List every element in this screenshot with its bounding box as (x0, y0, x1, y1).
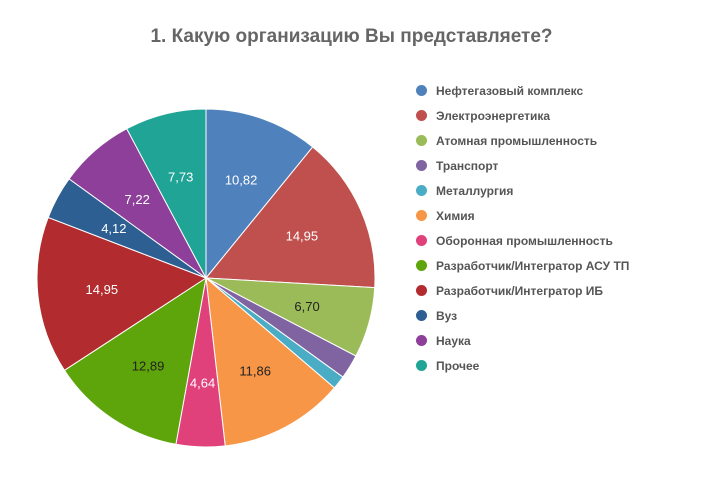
legend-label: Транспорт (436, 158, 499, 173)
legend-label: Прочее (436, 358, 480, 373)
legend-label: Нефтегазовый комплекс (436, 83, 584, 98)
slice-label: 6,70 (294, 299, 319, 314)
pie-slice (205, 276, 336, 447)
slice-label: 12,89 (132, 358, 165, 373)
legend-item: Транспорт (416, 153, 629, 178)
legend-item: Металлургия (416, 178, 629, 203)
pie-slice (204, 146, 376, 289)
legend-swatch-icon (416, 185, 427, 196)
legend-label: Оборонная промышленность (436, 233, 613, 248)
legend-item: Химия (416, 203, 629, 228)
pie-slice (126, 108, 207, 279)
slice-label: 11,86 (239, 364, 271, 379)
slice-label: 7,73 (168, 169, 193, 184)
legend-swatch-icon (416, 310, 427, 321)
legend-swatch-icon (416, 285, 427, 296)
pie-slice (36, 216, 208, 371)
slice-label: 14,95 (286, 229, 319, 244)
legend-item: Вуз (416, 303, 629, 328)
legend-swatch-icon (416, 235, 427, 246)
pie-slice (205, 108, 314, 280)
slice-label: 4,12 (101, 221, 126, 236)
legend-label: Разработчик/Интегратор АСУ ТП (436, 258, 630, 273)
chart-title: 1. Какую организацию Вы представляете? (150, 26, 553, 47)
legend-label: Разработчик/Интегратор ИБ (436, 283, 604, 298)
legend-item: Электроэнергетика (416, 103, 629, 128)
legend-item: Нефтегазовый комплекс (416, 78, 629, 103)
legend-label: Металлургия (436, 183, 514, 198)
legend-item: Прочее (416, 353, 629, 378)
legend-swatch-icon (416, 135, 427, 146)
legend-item: Атомная промышленность (416, 128, 629, 153)
legend-swatch-icon (416, 360, 427, 371)
pie-slice (63, 276, 207, 445)
legend-label: Химия (436, 208, 475, 223)
legend-label: Атомная промышленность (436, 133, 598, 148)
slice-label: 10,82 (225, 172, 258, 187)
legend-swatch-icon (416, 260, 427, 271)
legend-item: Оборонная промышленность (416, 228, 629, 253)
legend: Нефтегазовый комплекс Электроэнергетика Ат… (416, 78, 629, 378)
legend-swatch-icon (416, 160, 427, 171)
slice-label: 14,95 (86, 282, 119, 297)
legend-swatch-icon (416, 85, 427, 96)
legend-label: Электроэнергетика (436, 108, 551, 123)
slice-label: 7,22 (125, 192, 150, 207)
legend-item: Наука (416, 328, 629, 353)
legend-label: Наука (436, 333, 471, 348)
legend-swatch-icon (416, 210, 427, 221)
legend-item: Разработчик/Интегратор АСУ ТП (416, 253, 629, 278)
legend-swatch-icon (416, 335, 427, 346)
slice-label: 4,64 (190, 376, 215, 391)
legend-swatch-icon (416, 110, 427, 121)
legend-item: Разработчик/Интегратор ИБ (416, 278, 629, 303)
legend-label: Вуз (436, 308, 458, 323)
